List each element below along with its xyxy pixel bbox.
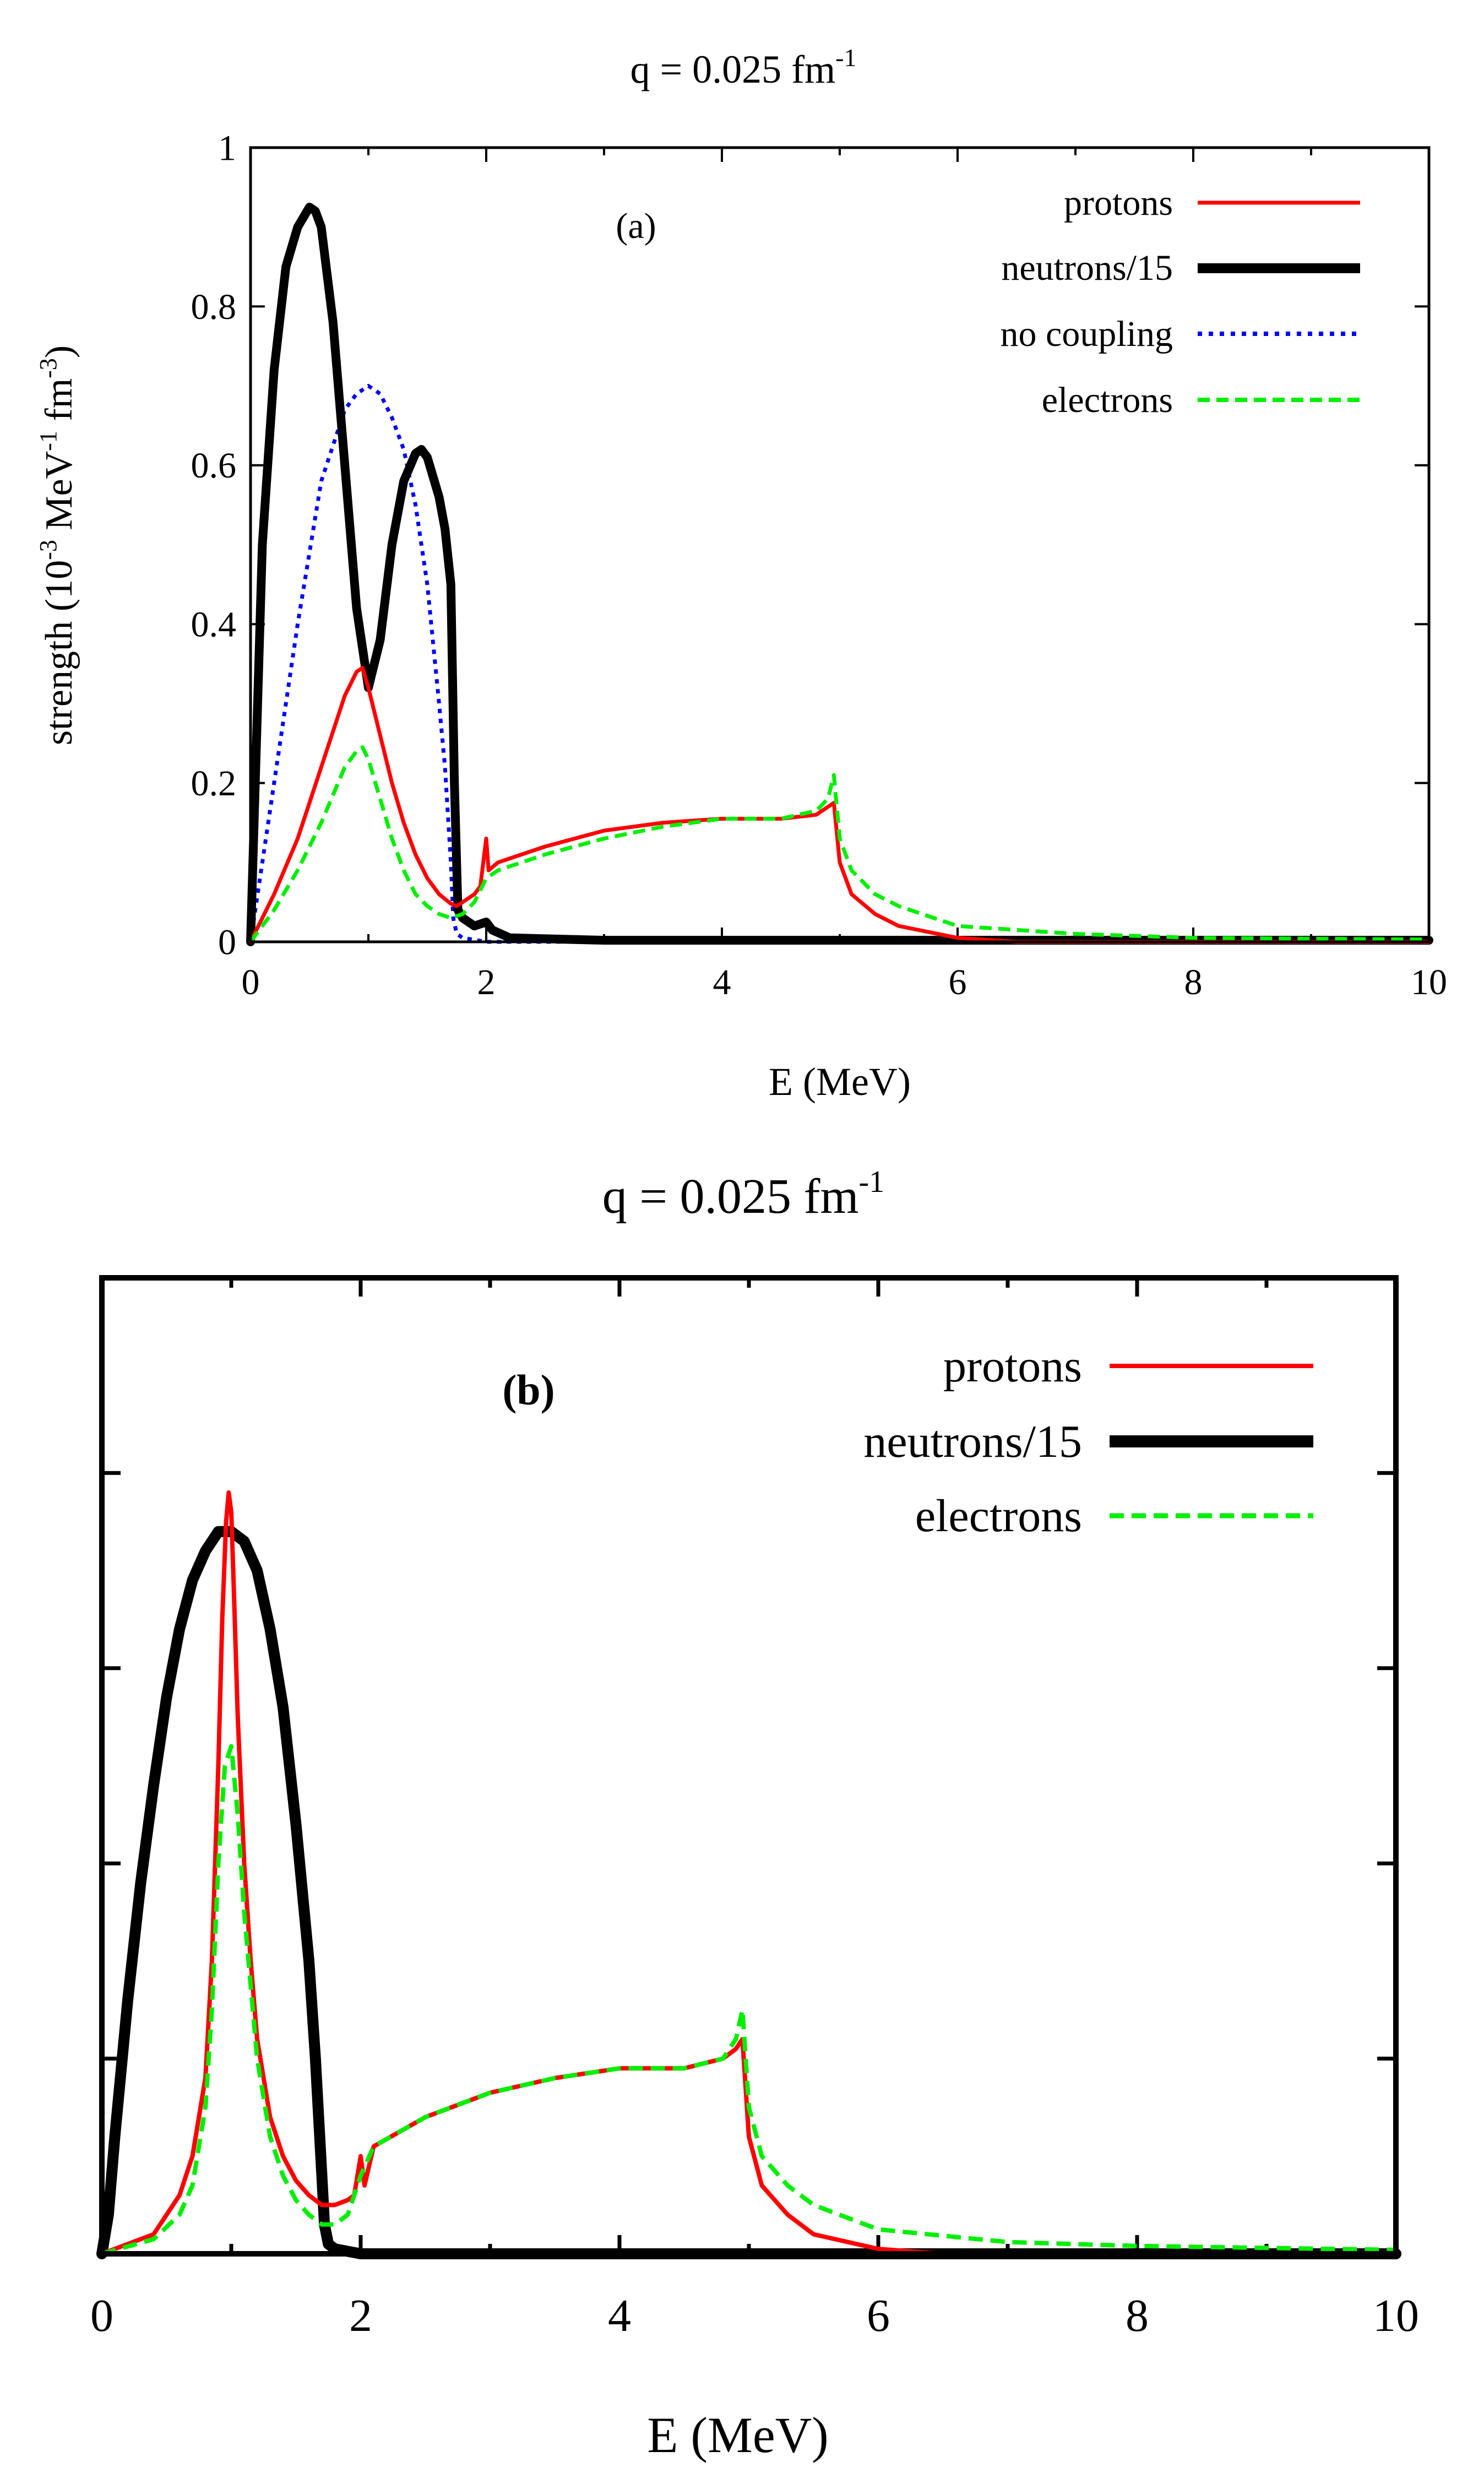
legend-b-neutrons-label: neutrons/15 bbox=[863, 1416, 1082, 1467]
panel-a-x-tick-label: 10 bbox=[1411, 962, 1447, 1002]
panel-a-xlabel: E (MeV) bbox=[769, 1060, 911, 1104]
panel-b-xlabel: E (MeV) bbox=[647, 2407, 829, 2463]
panel-a-x-tick-label: 6 bbox=[949, 962, 967, 1002]
panel-a-y-tick-label: 0.6 bbox=[191, 446, 237, 486]
panel-b-series-protons bbox=[100, 1490, 1398, 2256]
panel-a-y-tick-label: 0.4 bbox=[191, 605, 237, 645]
panel-b-x-tick-label: 10 bbox=[1373, 2290, 1419, 2341]
legend-a-protons-label: protons bbox=[1064, 183, 1173, 223]
panel-a-y-tick-labels: 0 0.2 0.4 0.6 0.8 1 bbox=[191, 128, 237, 962]
panel-b-x-tick-label: 2 bbox=[349, 2290, 372, 2341]
panel-b-series bbox=[96, 1490, 1401, 2259]
panel-b-x-tick-label: 8 bbox=[1126, 2290, 1149, 2341]
panel-a-title: q = 0.025 fm-1 bbox=[630, 44, 857, 91]
panel-a-y-tick-label: 0 bbox=[218, 922, 236, 962]
panel-b: q = 0.025 fm-1 (b) 0 2 4 6 8 10 E (MeV) proto… bbox=[90, 1165, 1419, 2463]
panel-a-x-tick-label: 4 bbox=[713, 962, 731, 1002]
panel-a-series bbox=[246, 203, 1433, 946]
panel-b-x-tick-label: 6 bbox=[867, 2290, 890, 2341]
panel-a-label: (a) bbox=[616, 206, 656, 246]
panel-b-x-tick-label: 4 bbox=[608, 2290, 631, 2341]
panel-a-y-tick-label: 0.8 bbox=[191, 287, 237, 327]
panel-b-title: q = 0.025 fm-1 bbox=[602, 1165, 884, 1224]
panel-a-legend: protons neutrons/15 no coupling electron… bbox=[1001, 183, 1360, 420]
panel-b-x-tick-labels: 0 2 4 6 8 10 bbox=[90, 2290, 1419, 2341]
panel-a-ylabel: strength (10-3 MeV-1 fm-3) bbox=[35, 345, 80, 745]
panel-a-series-no-coupling bbox=[248, 384, 1429, 944]
panel-b-x-tick-label: 0 bbox=[90, 2290, 113, 2341]
panel-a-series-neutrons-15 bbox=[246, 203, 1433, 946]
legend-a-nocoupling-label: no coupling bbox=[1001, 314, 1173, 354]
legend-b-electrons-label: electrons bbox=[915, 1490, 1082, 1542]
panel-b-frame bbox=[99, 1275, 1399, 2257]
panel-b-label: (b) bbox=[502, 1366, 555, 1414]
panel-a-y-tick-label: 0.2 bbox=[191, 763, 237, 804]
panel-a-x-tick-label: 8 bbox=[1184, 962, 1203, 1002]
panel-b-legend: protons neutrons/15 electrons bbox=[863, 1341, 1313, 1542]
legend-b-protons-label: protons bbox=[943, 1341, 1082, 1392]
panel-a-x-tick-label: 0 bbox=[242, 962, 260, 1002]
panel-a-x-tick-label: 2 bbox=[477, 962, 496, 1002]
legend-a-neutrons-label: neutrons/15 bbox=[1001, 248, 1173, 288]
legend-a-electrons-label: electrons bbox=[1042, 380, 1173, 420]
panel-a-frame bbox=[249, 146, 1431, 943]
panel-a-x-tick-labels: 0 2 4 6 8 10 bbox=[242, 962, 1448, 1002]
panel-b-series-electrons bbox=[101, 1744, 1396, 2256]
panel-a-y-tick-label: 1 bbox=[218, 128, 236, 168]
panel-a: q = 0.025 fm-1 (a) 0 0.2 0.4 0.6 0.8 1 0 2 4 6 8 1… bbox=[35, 44, 1447, 1104]
